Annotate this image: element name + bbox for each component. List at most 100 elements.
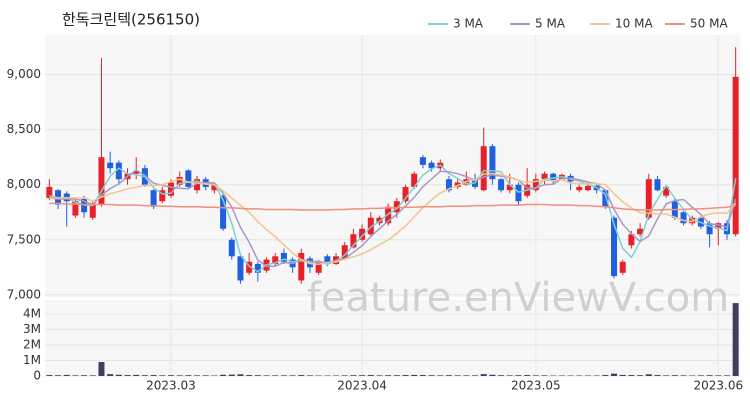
candle-body: [280, 252, 287, 262]
volume-bar: [89, 375, 96, 376]
candle-body: [402, 186, 409, 202]
candle-body: [619, 261, 626, 273]
volume-bar: [141, 375, 148, 376]
candle-body: [150, 190, 157, 207]
candle-body: [324, 256, 331, 264]
candle-body: [176, 177, 183, 185]
volume-bar: [732, 303, 739, 376]
candle-body: [272, 256, 279, 264]
candle-body: [489, 146, 496, 180]
volume-bar: [115, 374, 122, 376]
candle-body: [115, 162, 122, 180]
volume-bar: [402, 375, 409, 376]
volume-bar: [498, 375, 505, 376]
volume-bar: [306, 375, 313, 376]
volume-bar: [524, 375, 531, 376]
ma-line: [49, 202, 736, 211]
x-tick-label: 2023.04: [337, 379, 387, 393]
volume-bar: [602, 375, 609, 376]
candle-body: [194, 179, 201, 191]
volume-bar: [202, 375, 209, 376]
candle-body: [480, 146, 487, 191]
volume-bar: [489, 374, 496, 376]
volume-bar: [645, 374, 652, 376]
volume-bar: [454, 375, 461, 376]
candle-body: [654, 179, 661, 191]
candle-body: [411, 173, 418, 187]
volume-bar: [463, 375, 470, 376]
volume-bar: [697, 375, 704, 376]
volume-bar: [428, 375, 435, 376]
candle-body: [72, 201, 79, 216]
y-tick-label: 7,500: [7, 232, 41, 246]
volume-bar: [63, 374, 70, 376]
candle-body: [185, 170, 192, 187]
candle-body: [359, 228, 366, 240]
candle-body: [133, 171, 140, 174]
candle-body: [211, 184, 218, 191]
volume-tick-label: 4M: [23, 306, 41, 320]
volume-bar: [46, 375, 53, 376]
volume-bar: [541, 375, 548, 376]
volume-bar: [376, 375, 383, 376]
legend-label: 50 MA: [690, 17, 728, 31]
marks: [46, 47, 739, 376]
candle-body: [167, 182, 174, 196]
y-tick-label: 7,000: [7, 287, 41, 301]
candle-body: [246, 261, 253, 273]
candle-body: [254, 263, 261, 273]
candle-body: [445, 179, 452, 191]
candle-body: [350, 234, 357, 248]
candle-body: [715, 223, 722, 229]
candle-body: [46, 186, 53, 198]
volume-bar: [611, 373, 618, 376]
candle-body: [732, 76, 739, 235]
volume-bar: [98, 362, 105, 376]
volume-bar: [254, 375, 261, 376]
volume-bar: [715, 375, 722, 376]
candle-body: [680, 212, 687, 224]
volume-bar: [55, 375, 62, 376]
volume-bar: [628, 375, 635, 376]
volume-bar: [663, 375, 670, 376]
candle-body: [645, 179, 652, 218]
candle-body: [237, 256, 244, 281]
candle-body: [506, 184, 513, 191]
candle-body: [541, 173, 548, 180]
candle-body: [689, 217, 696, 224]
x-tick-label: 2023.06: [693, 379, 743, 393]
volume-bar: [220, 374, 227, 376]
volume-bar: [506, 375, 513, 376]
candle-body: [228, 239, 235, 257]
volume-bar: [472, 375, 479, 376]
volume-bar: [263, 375, 270, 376]
volume-bar: [515, 375, 522, 376]
candle-body: [532, 179, 539, 191]
candle-body: [611, 217, 618, 277]
candle-body: [419, 157, 426, 165]
volume-bar: [81, 375, 88, 376]
volume-bar: [419, 375, 426, 376]
x-tick-label: 2023.05: [511, 379, 561, 393]
volume-panel: [45, 300, 740, 376]
volume-bar: [176, 375, 183, 376]
watermark: feature.enViewV.com: [307, 275, 729, 321]
volume-bar: [723, 375, 730, 376]
legend-label: 10 MA: [615, 17, 653, 31]
volume-bar: [280, 375, 287, 376]
volume-bar: [532, 375, 539, 376]
volume-bar: [619, 374, 626, 376]
volume-bar: [480, 374, 487, 376]
volume-bar: [654, 375, 661, 376]
volume-tick-label: 0: [33, 369, 41, 383]
volume-bar: [367, 375, 374, 376]
volume-bar: [298, 375, 305, 376]
volume-tick-label: 2M: [23, 337, 41, 351]
ma-line: [49, 164, 737, 273]
candle-body: [220, 195, 227, 229]
volume-bar: [124, 375, 131, 376]
candle-body: [298, 252, 305, 281]
volume-bar: [150, 375, 157, 376]
volume-bar: [237, 374, 244, 376]
